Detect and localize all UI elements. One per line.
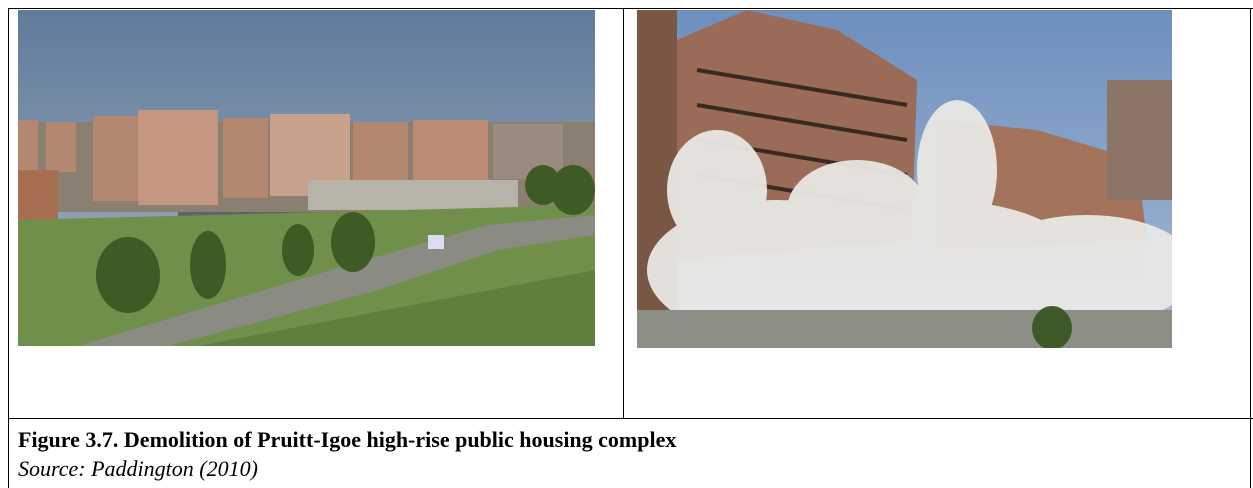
table-border-top — [8, 8, 1253, 9]
photo-demolition — [637, 10, 1172, 348]
figure-caption: Figure 3.7. Demolition of Pruitt-Igoe hi… — [18, 427, 676, 453]
figure-source: Source: Paddington (2010) — [18, 456, 258, 482]
photo-pruitt-igoe — [18, 10, 595, 346]
page: Figure 3.7. Demolition of Pruitt-Igoe hi… — [0, 0, 1253, 488]
table-border-right — [1250, 8, 1251, 488]
table-row-divider — [8, 418, 1253, 419]
table-border-middle — [623, 8, 624, 418]
table-border-left — [8, 8, 9, 488]
